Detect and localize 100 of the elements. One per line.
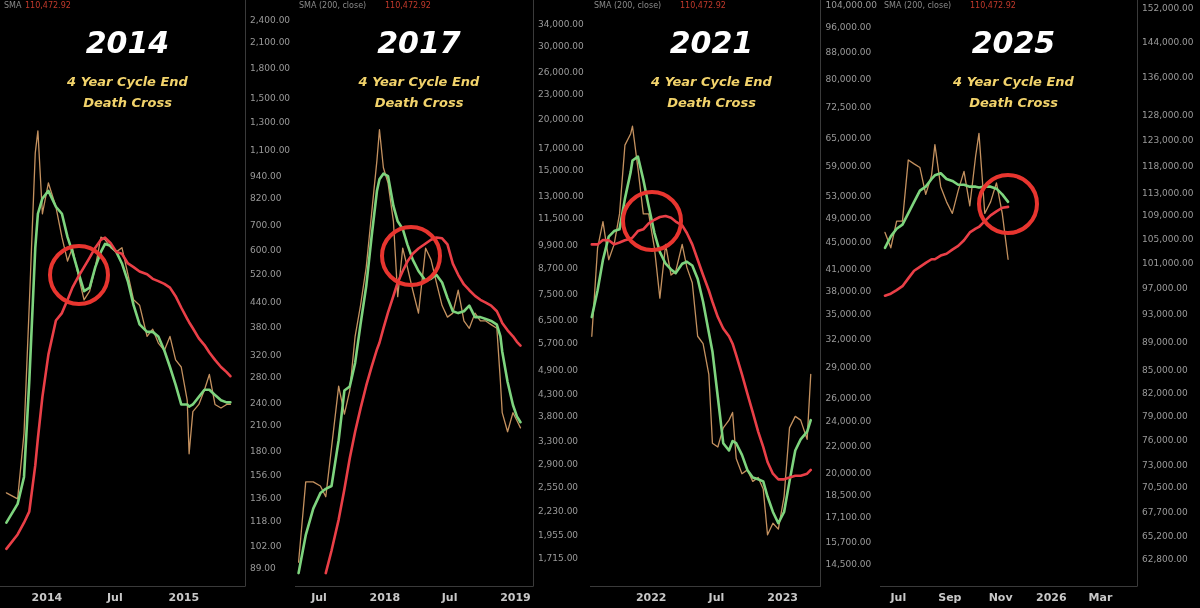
y-tick-label: 123,000.00 (1142, 135, 1194, 146)
y-tick-label: 1,800.00 (250, 62, 291, 73)
y-tick-label: 32,000.00 (825, 334, 872, 345)
y-tick-label: 49,000.00 (825, 213, 872, 224)
y-tick-label: 65,000.00 (825, 133, 872, 144)
y-tick-label: 156.00 (250, 469, 282, 480)
y-tick-label: 3,800.00 (538, 410, 579, 421)
y-tick-label: 136.00 (250, 492, 282, 503)
line-series (5, 189, 232, 524)
text: 4 Year Cycle End Death Cross (357, 74, 481, 110)
y-tick-label: 2,100.00 (250, 36, 291, 47)
y-tick-label: 7,500.00 (538, 289, 579, 300)
y-tick-label: 1,500.00 (250, 92, 291, 103)
y-tick-label: 280.00 (250, 372, 282, 383)
y-tick-label: 85,000.00 (1142, 365, 1189, 376)
y-tick-label: 22,000.00 (825, 440, 872, 451)
line-series (883, 205, 1010, 297)
y-tick-label: 70,500.00 (1142, 482, 1189, 493)
y-tick-label: 2,900.00 (538, 459, 579, 470)
text: 4 Year Cycle End Death Cross (650, 74, 773, 110)
x-tick-label: Jul (105, 591, 123, 604)
y-tick-label: 62,800.00 (1142, 554, 1189, 565)
annotation: 110,472.92 (385, 0, 431, 10)
annotation: SMA (200, close) (594, 0, 662, 10)
x-tick-label: Jul (310, 591, 327, 604)
y-tick-label: 109,000.00 (1142, 210, 1194, 221)
y-tick-label: 14,500.00 (825, 559, 872, 570)
annotation: 110,472.92 (970, 0, 1016, 10)
line-series (884, 132, 1009, 260)
y-tick-label: 30,000.00 (538, 41, 585, 52)
y-tick-label: 34,000.00 (538, 18, 585, 29)
line-series (590, 214, 813, 481)
y-tick-label: 700.00 (250, 219, 282, 230)
line-series (324, 236, 522, 575)
y-tick-label: 104,000.00 (825, 0, 878, 10)
y-tick-label: 53,000.00 (825, 191, 872, 201)
text: 2021 (669, 24, 754, 60)
y-tick-label: 820.00 (250, 193, 282, 204)
text: 2025 (971, 24, 1056, 60)
y-tick-label: 67,700.00 (1142, 507, 1189, 518)
line-series (5, 236, 232, 551)
y-tick-label: 3,300.00 (538, 436, 579, 447)
y-tick-label: 18,500.00 (825, 490, 872, 501)
y-tick-label: 89.00 (250, 563, 277, 574)
x-tick-label: 2019 (500, 591, 531, 604)
y-tick-label: 93,000.00 (1142, 309, 1189, 320)
y-tick-label: 6,500.00 (538, 314, 579, 325)
y-tick-label: 2,550.00 (538, 482, 579, 493)
y-tick-label: 180.00 (250, 445, 282, 456)
y-tick-label: 17,100.00 (825, 512, 872, 523)
y-tick-label: 29,000.00 (825, 362, 872, 373)
x-tick-label: Jul (707, 591, 725, 604)
annotation: SMA (200, close) (884, 0, 952, 10)
x-tick-label: Sep (938, 591, 962, 604)
y-tick-label: 82,000.00 (1142, 387, 1189, 398)
y-tick-label: 79,000.00 (1142, 411, 1189, 422)
y-tick-label: 8,700.00 (538, 262, 579, 273)
y-tick-label: 96,000.00 (825, 22, 872, 33)
y-tick-label: 144,000.00 (1142, 36, 1194, 47)
y-tick-label: 4,300.00 (538, 388, 579, 399)
y-tick-label: 20,000.00 (538, 113, 585, 124)
x-tick-label: Mar (1088, 591, 1113, 604)
y-tick-label: 38,000.00 (825, 285, 872, 296)
y-tick-label: 26,000.00 (538, 66, 585, 77)
line-series (883, 172, 1010, 250)
x-tick-label: 2015 (168, 591, 200, 604)
y-tick-label: 15,700.00 (825, 536, 872, 547)
y-tick-label: 15,000.00 (538, 165, 585, 176)
y-tick-label: 1,955.00 (538, 529, 579, 540)
y-tick-label: 13,000.00 (538, 190, 585, 201)
y-tick-label: 113,000.00 (1142, 187, 1194, 198)
y-tick-label: 17,000.00 (538, 142, 585, 153)
y-tick-label: 5,700.00 (538, 338, 579, 349)
annotation: 110,472.92 (680, 0, 726, 10)
y-tick-label: 88,000.00 (825, 46, 872, 57)
y-tick-label: 23,000.00 (538, 88, 585, 99)
y-tick-label: 4,900.00 (538, 365, 579, 376)
annotation: SMA (200, close) (299, 0, 367, 10)
y-tick-label: 24,000.00 (825, 416, 872, 427)
y-tick-label: 210.00 (250, 420, 282, 431)
y-tick-label: 940.00 (250, 170, 282, 181)
x-tick-label: 2026 (1036, 591, 1067, 604)
y-tick-label: 1,100.00 (250, 144, 291, 155)
x-tick-label: Nov (988, 591, 1014, 604)
line-series (5, 130, 232, 500)
x-tick-label: Jul (440, 591, 458, 604)
text: 4 Year Cycle End Death Cross (952, 74, 1075, 110)
y-tick-label: 2,230.00 (538, 506, 579, 517)
y-tick-label: 20,000.00 (825, 467, 872, 478)
y-tick-label: 45,000.00 (825, 237, 872, 248)
y-tick-label: 118,000.00 (1142, 160, 1194, 171)
y-tick-label: 520.00 (250, 269, 282, 280)
y-tick-label: 440.00 (250, 297, 282, 308)
annotation: 110,472.92 (25, 0, 71, 10)
y-tick-label: 240.00 (250, 398, 282, 409)
x-tick-label: 2022 (635, 591, 667, 604)
y-tick-label: 11,500.00 (538, 212, 585, 223)
y-tick-label: 1,715.00 (538, 553, 579, 564)
annotation: SMA (4, 0, 22, 10)
y-tick-label: 73,000.00 (1142, 460, 1189, 471)
